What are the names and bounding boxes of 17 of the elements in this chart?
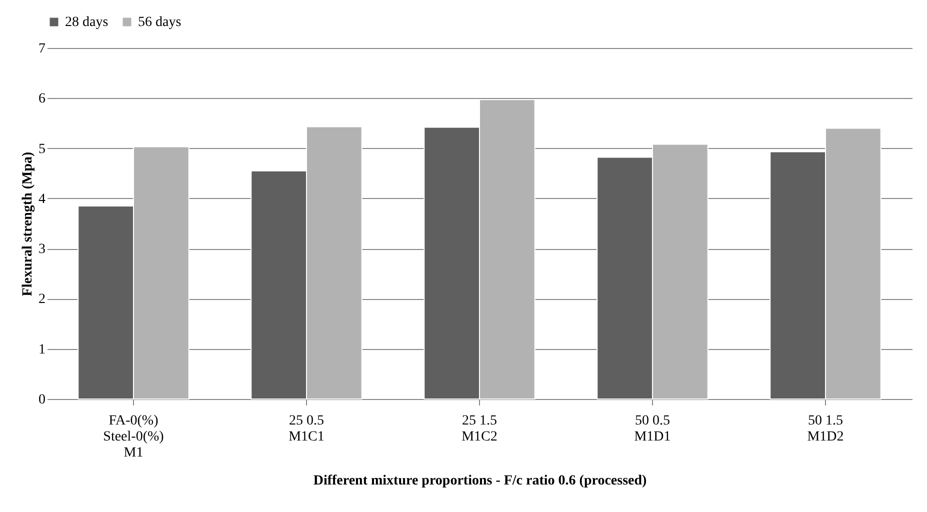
x-tick-label: FA-0(%) Steel-0(%) M1: [103, 414, 164, 460]
legend-label: 28 days: [65, 15, 108, 30]
y-tick-label: 4: [38, 192, 46, 207]
x-tick-label: 25 0.5 M1C1: [288, 414, 324, 444]
y-tick-label: 1: [38, 342, 46, 358]
x-tick-label: 50 0.5 M1D1: [634, 414, 671, 444]
y-tick-label: 5: [38, 142, 46, 157]
y-tick-label: 0: [38, 392, 46, 408]
x-axis-title: Different mixture proportions - F/c ratio 0.6 (processed): [313, 474, 648, 488]
y-tick-label: 7: [38, 42, 46, 56]
y-tick-label: 6: [38, 92, 46, 107]
x-tick-label: 50 1.5 M1D2: [807, 414, 844, 444]
y-tick-label: 3: [38, 242, 46, 258]
legend-label: 56 days: [138, 15, 182, 30]
x-tick-label: 25 1.5 M1C2: [462, 414, 498, 444]
y-tick-label: 2: [38, 292, 46, 308]
y-axis-title: Flexural strength (Mpa): [20, 151, 36, 296]
